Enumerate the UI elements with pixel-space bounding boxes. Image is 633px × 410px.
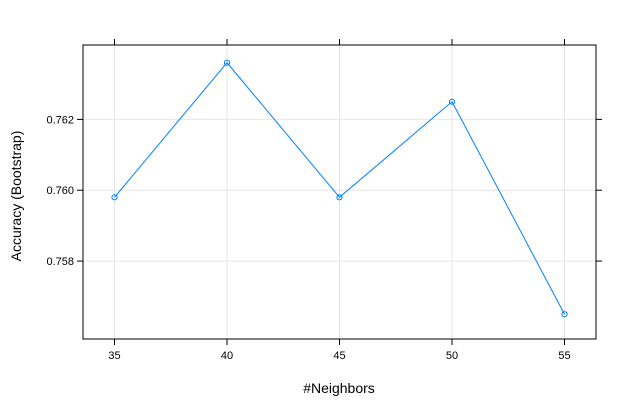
y-axis-title: Accuracy (Bootstrap) bbox=[8, 131, 24, 262]
data-point bbox=[111, 194, 118, 201]
axes: 35 40 45 50 55 0.758 0.760 0.762 bbox=[46, 39, 602, 362]
y-tick-label: 0.762 bbox=[46, 114, 74, 126]
x-tick-label: 50 bbox=[446, 350, 458, 362]
series bbox=[111, 59, 568, 318]
y-tick-label: 0.760 bbox=[46, 185, 74, 197]
x-tick-label: 45 bbox=[333, 350, 345, 362]
grid bbox=[83, 45, 596, 339]
series-line bbox=[114, 61, 565, 315]
x-tick-label: 35 bbox=[108, 350, 120, 362]
y-tick-label: 0.758 bbox=[46, 256, 74, 268]
data-point bbox=[223, 59, 231, 66]
data-point bbox=[561, 311, 568, 318]
x-tick-label: 55 bbox=[558, 350, 570, 362]
data-point bbox=[448, 98, 456, 105]
data-point bbox=[336, 194, 343, 201]
x-tick-label: 40 bbox=[221, 350, 233, 362]
x-axis-title: #Neighbors bbox=[303, 380, 375, 396]
